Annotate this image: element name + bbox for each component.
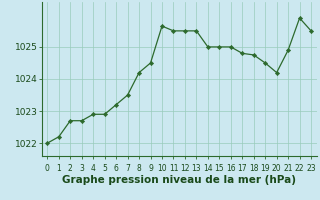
X-axis label: Graphe pression niveau de la mer (hPa): Graphe pression niveau de la mer (hPa) bbox=[62, 175, 296, 185]
